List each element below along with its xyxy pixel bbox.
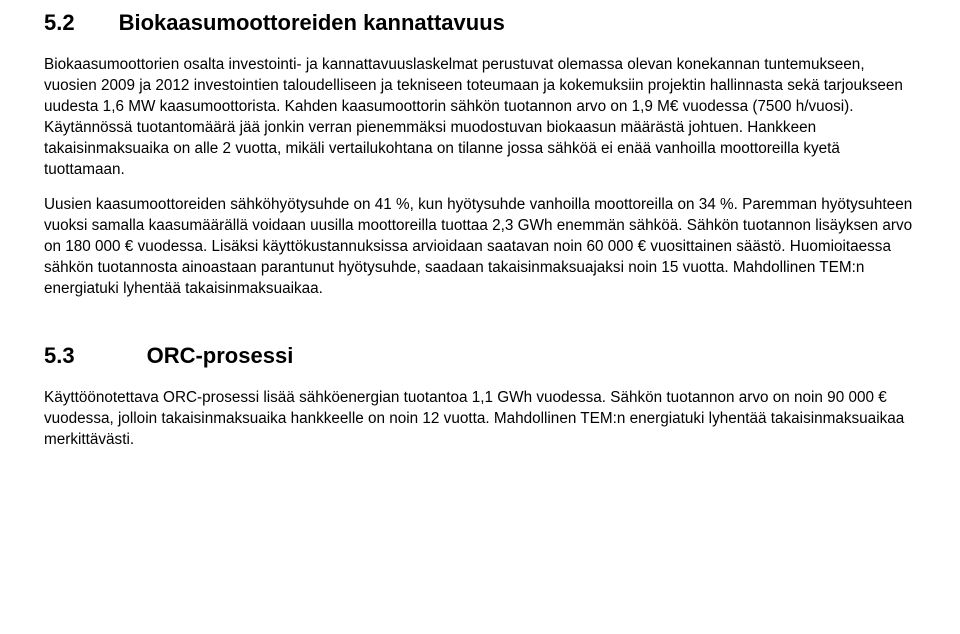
document-page: 5.2 Biokaasumoottoreiden kannattavuus Bio… <box>0 0 960 450</box>
section-5-2: 5.2 Biokaasumoottoreiden kannattavuus Bio… <box>44 10 916 299</box>
paragraph: Uusien kaasumoottoreiden sähköhyötysuhde… <box>44 194 916 299</box>
paragraph: Biokaasumoottorien osalta investointi- j… <box>44 54 916 180</box>
paragraph: Käyttöönotettava ORC-prosessi lisää sähk… <box>44 387 916 450</box>
heading-5-3: 5.3 ORC-prosessi <box>44 343 916 369</box>
heading-5-2: 5.2 Biokaasumoottoreiden kannattavuus <box>44 10 916 36</box>
heading-number: 5.3 <box>44 343 75 369</box>
heading-number: 5.2 <box>44 10 75 36</box>
heading-title: ORC-prosessi <box>147 343 294 368</box>
heading-title: Biokaasumoottoreiden kannattavuus <box>119 10 505 35</box>
section-5-3: 5.3 ORC-prosessi Käyttöönotettava ORC-pro… <box>44 343 916 450</box>
